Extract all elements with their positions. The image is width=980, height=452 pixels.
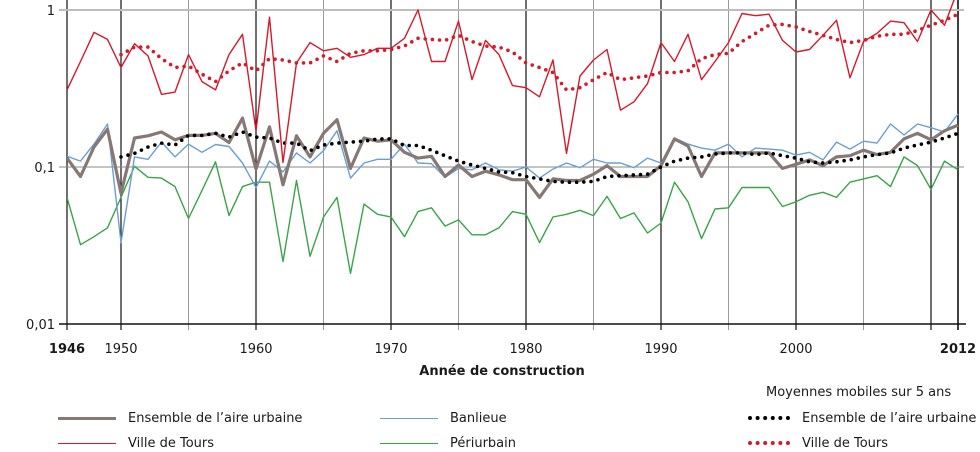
legend-item-periurbain: Périurbain xyxy=(380,434,516,452)
x-tick-label: 1990 xyxy=(644,342,677,357)
x-tick-label: 1980 xyxy=(509,342,542,357)
legend-label: Périurbain xyxy=(450,435,516,451)
legend-swatch-ma-ensemble xyxy=(748,416,790,420)
legend-swatch-periurbain xyxy=(380,442,438,444)
legend-swatch-ensemble xyxy=(58,416,116,420)
series-line-ville-de-tours xyxy=(67,0,955,164)
y-tick-label: 0,1 xyxy=(34,161,55,176)
legend-label: Banlieue xyxy=(450,410,507,426)
legend-group-title-text: Moyennes mobiles sur 5 ans xyxy=(766,384,952,400)
legend-label: Ville de Tours xyxy=(128,435,214,451)
legend-item-ensemble: Ensemble de l’aire urbaine xyxy=(58,409,302,427)
series-line-ma-ville-de-tours xyxy=(119,12,960,92)
x-tick-label: 1960 xyxy=(239,342,272,357)
grid xyxy=(59,0,966,330)
line-chart: 1 0,1 0,01 1946 1950 1960 1970 1980 1990 2000 2012… xyxy=(26,0,976,379)
legend-swatch-banlieue xyxy=(380,417,438,419)
x-tick-label: 1970 xyxy=(374,342,407,357)
x-tick-label: 2012 xyxy=(940,342,976,357)
y-tick-label: 0,01 xyxy=(26,318,55,333)
x-tick-label: 1946 xyxy=(49,342,85,357)
series-layer xyxy=(67,0,960,275)
legend-label: Ville de Tours xyxy=(802,435,888,451)
x-tick-label: 2000 xyxy=(779,342,812,357)
legend-swatch-ma-ville-de-tours xyxy=(748,441,790,445)
series-line-p-riurbain xyxy=(67,156,959,275)
series-line-ma-ensemble-de-l-aire-urbaine xyxy=(119,130,960,184)
x-tick-label: 1950 xyxy=(104,342,137,357)
legend-item-banlieue: Banlieue xyxy=(380,409,507,427)
legend-item-ma-ensemble: Ensemble de l’aire urbaine xyxy=(748,409,976,427)
legend-group-title: Moyennes mobiles sur 5 ans xyxy=(766,383,951,401)
legend-label: Ensemble de l’aire urbaine xyxy=(128,410,303,426)
y-tick-label: 1 xyxy=(47,4,55,19)
legend-item-ma-ville-de-tours: Ville de Tours xyxy=(748,434,888,452)
legend-label: Ensemble de l’aire urbaine xyxy=(802,410,977,426)
x-axis-title: Année de construction xyxy=(419,364,584,379)
axes: 1 0,1 0,01 1946 1950 1960 1970 1980 1990 2000 2012 xyxy=(26,4,976,357)
legend-item-ville-de-tours: Ville de Tours xyxy=(58,434,214,452)
legend-swatch-ville-de-tours xyxy=(58,442,116,444)
